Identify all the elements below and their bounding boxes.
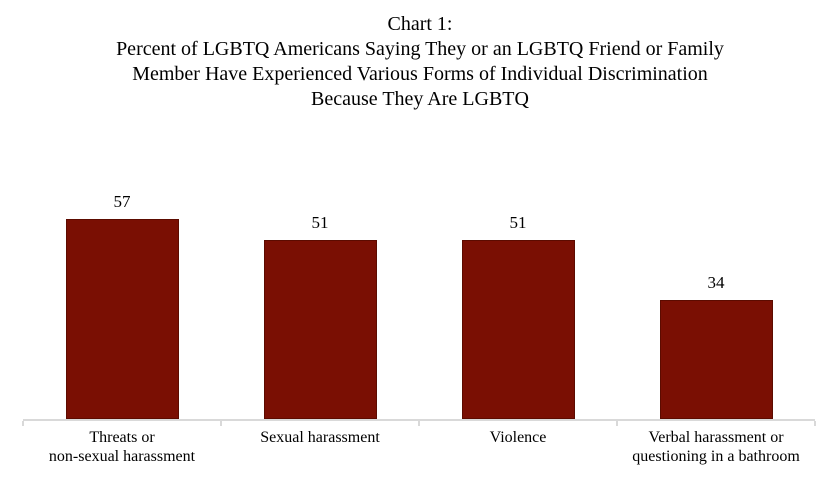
x-axis-category-label: Verbal harassment or questioning in a ba…: [632, 429, 800, 465]
bar: [461, 240, 575, 419]
bar-value-label: 34: [707, 273, 725, 292]
bar-value-label: 51: [509, 213, 527, 232]
x-axis-category-label: Violence: [489, 429, 547, 446]
axis-tick: [220, 421, 222, 426]
x-axis-line: [23, 419, 815, 421]
chart-title-line-1: Chart 1:: [387, 13, 453, 35]
bar-value-label: 51: [311, 213, 329, 232]
chart-title: Chart 1: Percent of LGBTQ Americans Sayi…: [0, 12, 840, 112]
bar: [659, 300, 773, 419]
bar-value-label: 57: [113, 192, 131, 211]
chart-title-line-4: Because They Are LGBTQ: [311, 88, 529, 110]
axis-tick: [418, 421, 420, 426]
x-axis-category-label: Threats or non-sexual harassment: [48, 429, 196, 465]
x-axis-category-label: Sexual harassment: [260, 429, 380, 446]
axis-tick: [22, 421, 24, 426]
bar: [65, 219, 179, 419]
bar: [263, 240, 377, 419]
axis-tick: [616, 421, 618, 426]
axis-tick: [814, 421, 816, 426]
chart-title-line-3: Member Have Experienced Various Forms of…: [132, 63, 708, 85]
chart-title-line-2: Percent of LGBTQ Americans Saying They o…: [116, 38, 724, 60]
